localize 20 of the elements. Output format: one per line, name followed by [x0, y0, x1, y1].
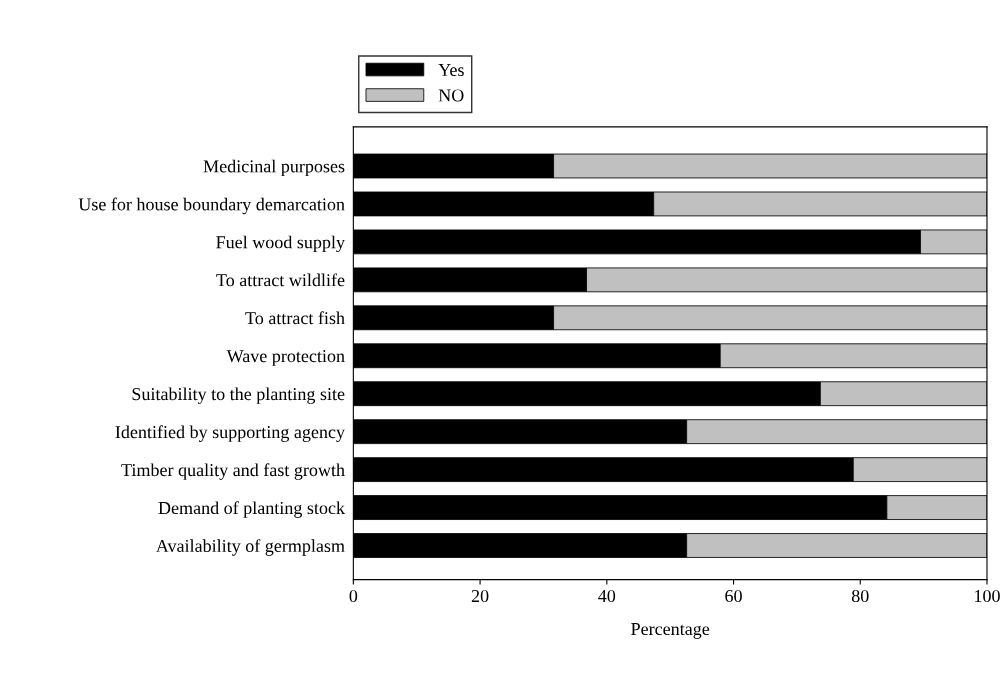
- x-tick-label: 60: [725, 589, 742, 603]
- y-tick-label: Medicinal purposes: [203, 159, 345, 177]
- y-tick-label: Wave protection: [226, 350, 345, 366]
- y-tick-label: To attract fish: [245, 311, 345, 325]
- legend-label: Yes: [438, 64, 464, 77]
- y-tick-label: Availability of germplasm: [155, 539, 345, 556]
- y-tick-label: To attract wildlife: [216, 273, 345, 287]
- x-tick-label: 0: [349, 589, 358, 603]
- y-tick-label: Fuel wood supply: [216, 235, 345, 253]
- legend-label: NO: [438, 89, 464, 102]
- y-tick-label: Timber quality and fast growth: [121, 463, 345, 480]
- x-tick-label: 100: [975, 589, 1000, 603]
- y-tick-label: Use for house boundary demarcation: [78, 197, 345, 215]
- x-tick-label: 40: [598, 589, 616, 603]
- x-tick-label: 20: [471, 589, 489, 603]
- y-tick-label: Suitability to the planting site: [132, 387, 345, 404]
- x-axis-title: Percentage: [631, 623, 710, 639]
- y-tick-label: Identified by supporting agency: [115, 425, 345, 442]
- x-tick-label: 80: [851, 589, 869, 603]
- y-tick-label: Demand of planting stock: [158, 501, 346, 518]
